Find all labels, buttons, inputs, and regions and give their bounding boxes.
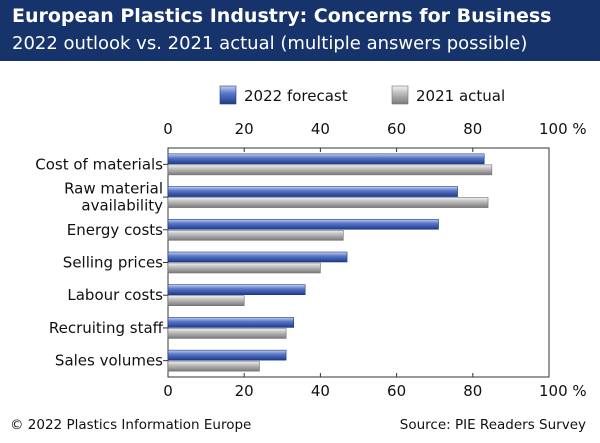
tick-label-bottom-0: 0 [163,382,173,400]
bar-chart: 2022 forecast 2021 actual 0 20 40 60 80 100 % … [35,85,587,400]
tick-label-bottom-80: 80 [463,382,482,400]
tick-label-top-80: 80 [463,120,482,138]
bar-forecast-4 [167,251,348,263]
plot-area: Cost of materials Raw materialavailabilit… [35,147,550,378]
category-label-6: Recruiting staff [49,319,164,337]
tick-label-top-20: 20 [235,120,254,138]
bar-forecast-1 [167,153,485,165]
x-axis-top: 0 20 40 60 80 100 % [163,120,586,138]
category-label-4: Selling prices [63,254,163,272]
x-axis-bottom: 0 20 40 60 80 100 % [163,382,586,400]
bar-actual-6 [167,328,287,339]
bar-forecast-3 [167,218,439,230]
bar-actual-3 [167,229,344,241]
bar-forecast-7 [167,349,287,361]
tick-label-bottom-100: 100 % [539,382,587,400]
plot-frame [167,147,550,378]
bar-actual-4 [167,262,321,274]
bar-actual-1 [167,164,493,176]
bar-forecast-5 [167,284,306,296]
legend-label-2: 2021 actual [416,87,505,105]
category-label-7: Sales volumes [55,352,163,370]
bar-actual-5 [167,295,245,307]
category-label-2: Raw material [64,180,163,198]
bar-forecast-2 [167,186,458,197]
bar-actual-2 [167,197,489,208]
tick-label-top-40: 40 [311,120,330,138]
tick-label-bottom-60: 60 [387,382,406,400]
tick-label-top-100: 100 % [539,120,587,138]
tick-label-bottom-40: 40 [311,382,330,400]
bar-forecast-6 [167,317,295,328]
legend: 2022 forecast 2021 actual [219,85,505,105]
category-label-2: availability [81,197,163,215]
copyright-note: © 2022 Plastics Information Europe [10,417,252,433]
tick-label-top-60: 60 [387,120,406,138]
legend-swatch-1 [219,85,237,105]
chart-subtitle: 2022 outlook vs. 2021 actual (multiple a… [12,33,528,54]
header-banner: European Plastics Industry: Concerns for… [0,0,600,61]
legend-label-1: 2022 forecast [244,87,348,105]
category-label-5: Labour costs [67,286,163,304]
tick-label-bottom-20: 20 [235,382,254,400]
category-label-3: Energy costs [67,221,163,239]
category-label-1: Cost of materials [35,155,163,173]
bar-actual-7 [167,360,260,372]
legend-swatch-2 [391,85,409,105]
chart-title: European Plastics Industry: Concerns for… [12,5,552,27]
tick-label-top-0: 0 [163,120,173,138]
source-note: Source: PIE Readers Survey [399,417,586,433]
